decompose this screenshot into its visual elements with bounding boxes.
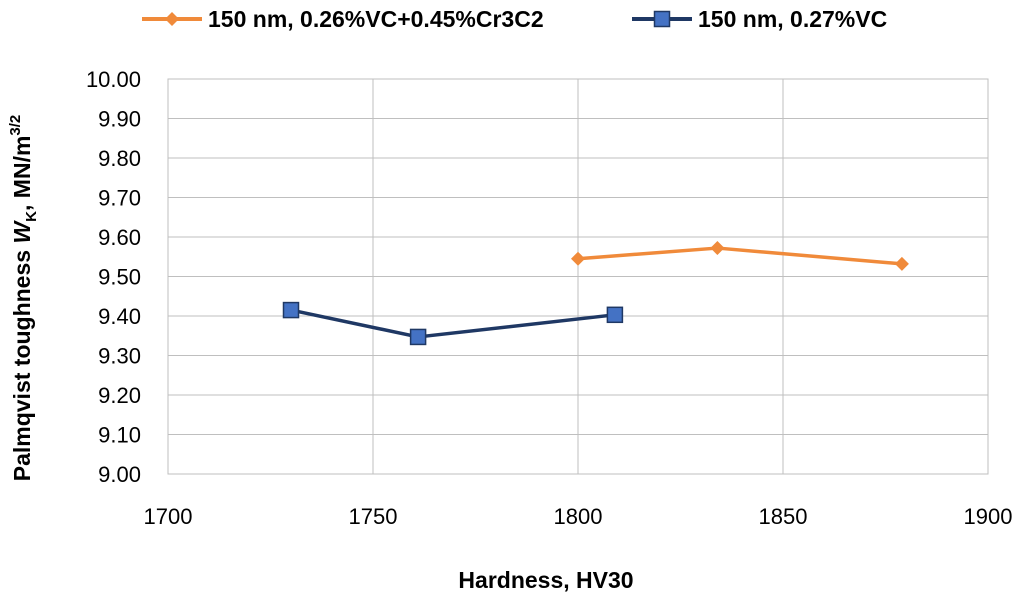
y-tick-label: 9.90 — [98, 107, 141, 132]
y-tick-label: 9.40 — [98, 304, 141, 329]
y-axis-tick-labels: 9.00 9.10 9.20 9.30 9.40 9.50 9.60 9.70 9.80 9.90… — [86, 67, 141, 487]
series-line-1 — [577, 246, 903, 266]
y-tick-label: 9.50 — [98, 265, 141, 290]
y-axis-title: Palmqvist toughness WK, MN/m3/2 — [7, 115, 40, 482]
series-layer — [282, 241, 909, 346]
x-tick-label: 1850 — [759, 504, 808, 529]
legend-marker-series-1 — [165, 12, 179, 26]
data-point-series-1 — [571, 251, 585, 266]
legend-marker-series-2 — [653, 10, 671, 28]
x-tick-label: 1900 — [964, 504, 1013, 529]
series-line-2 — [290, 308, 616, 339]
y-axis-title-subscript: K — [23, 211, 40, 222]
x-axis-title: Hardness, HV30 — [458, 567, 633, 593]
data-point-series-2 — [606, 306, 624, 324]
legend-label-series-1: 150 nm, 0.26%VC+0.45%Cr3C2 — [208, 6, 544, 32]
x-tick-label: 1800 — [554, 504, 603, 529]
y-tick-label: 9.20 — [98, 383, 141, 408]
x-tick-label: 1750 — [349, 504, 398, 529]
legend-label-series-2: 150 nm, 0.27%VC — [698, 6, 887, 32]
y-axis-title-prefix: Palmqvist toughness — [9, 244, 35, 482]
y-tick-label: 9.70 — [98, 186, 141, 211]
x-tick-label: 1700 — [144, 504, 193, 529]
legend-item-series-1: 150 nm, 0.26%VC+0.45%Cr3C2 — [142, 6, 544, 32]
legend: 150 nm, 0.26%VC+0.45%Cr3C2 150 nm, 0.27%… — [142, 6, 887, 32]
data-point-series-1 — [710, 241, 725, 256]
data-point-series-1 — [894, 256, 909, 271]
x-axis-tick-labels: 1700 1750 1800 1850 1900 — [144, 504, 1013, 529]
y-tick-label: 10.00 — [86, 67, 141, 92]
y-axis-title-mid: , MN/m — [9, 136, 35, 211]
legend-item-series-2: 150 nm, 0.27%VC — [632, 6, 887, 32]
y-tick-label: 9.30 — [98, 344, 141, 369]
data-point-series-2 — [409, 328, 427, 346]
y-tick-label: 9.80 — [98, 146, 141, 171]
plot-border — [167, 78, 989, 475]
y-tick-label: 9.60 — [98, 225, 141, 250]
y-axis-title-symbol: W — [9, 220, 35, 244]
plot-area — [167, 78, 989, 475]
y-tick-label: 9.10 — [98, 423, 141, 448]
gridlines — [167, 78, 989, 475]
y-tick-label: 9.00 — [98, 462, 141, 487]
data-point-series-2 — [282, 301, 300, 319]
y-axis-title-superscript: 3/2 — [7, 115, 24, 136]
